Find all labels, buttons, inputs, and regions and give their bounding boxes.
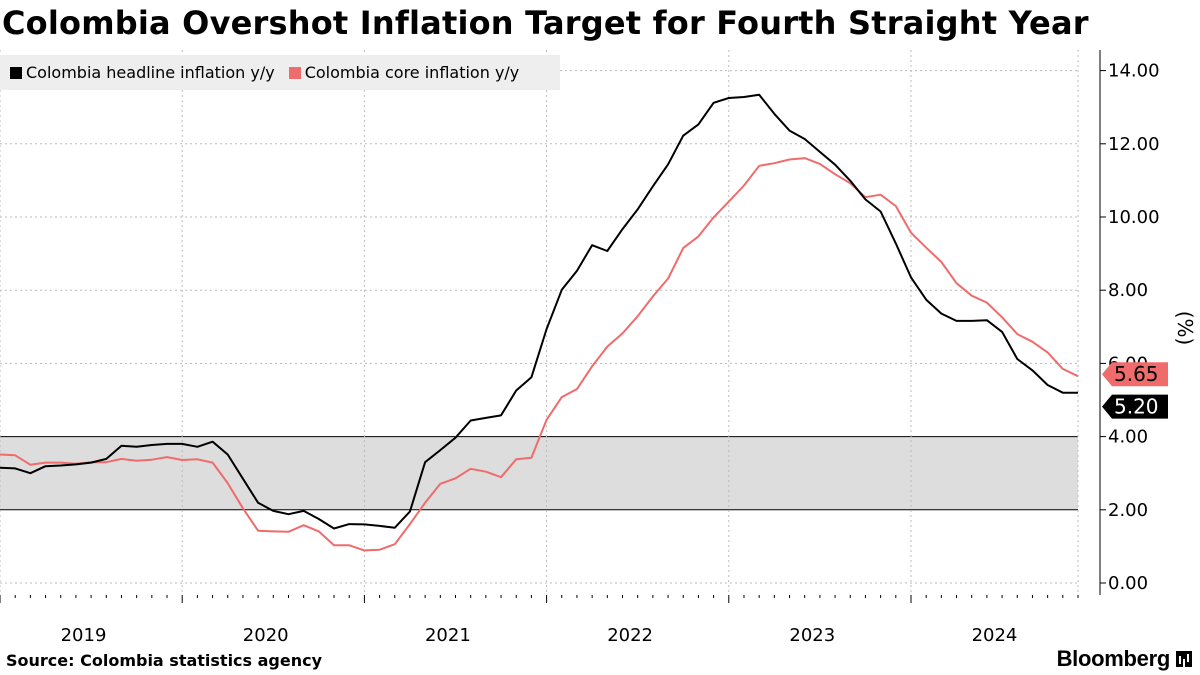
series-line-headline — [0, 93, 1078, 530]
y-tick-label-1: 2.00 — [1108, 500, 1148, 521]
y-tick-label-6: 12.00 — [1108, 134, 1160, 155]
legend-swatch-headline — [10, 66, 22, 79]
last-value-core-bg — [1102, 362, 1168, 387]
bloomberg-logo: Bloomberg — [1057, 646, 1192, 672]
y-tick-label-7: 14.00 — [1108, 61, 1160, 82]
grid-layer — [0, 50, 1079, 595]
last-value-headline: 5.20 — [1114, 395, 1159, 419]
series-line-core — [0, 157, 1079, 552]
x-tick-label-2019: 2019 — [61, 625, 107, 646]
legend-item-core[interactable]: Colombia core inflation y/y — [288, 63, 520, 82]
legend-swatch-core — [288, 66, 301, 79]
y-tick-label-5: 10.00 — [1108, 207, 1160, 228]
x-tick-label-2023: 2023 — [789, 625, 835, 646]
brand-text: Bloomberg — [1056, 646, 1171, 671]
legend-label-headline: Colombia headline inflation y/y — [26, 63, 275, 82]
legend-label-core: Colombia core inflation y/y — [304, 63, 520, 82]
x-tick-label-2022: 2022 — [607, 625, 653, 646]
last-value-headline-bg — [1102, 394, 1168, 419]
bloomberg-mark-icon — [1176, 651, 1192, 667]
label-layer: 5.65 5.20 — [1102, 362, 1168, 419]
y-tick-label-0: 0.00 — [1108, 573, 1148, 594]
x-tick-label-2020: 2020 — [243, 625, 289, 646]
axis-layer: 0.002.004.006.008.0010.0012.0014.00(%)20… — [0, 50, 1197, 646]
legend-item-headline[interactable]: Colombia headline inflation y/y — [10, 63, 275, 82]
chart-title: Colombia Overshot Inflation Target for F… — [2, 4, 1089, 42]
series-layer — [0, 93, 1079, 552]
target-band — [0, 436, 1078, 510]
legend: Colombia headline inflation y/y Colombia… — [0, 55, 560, 90]
source-note: Source: Colombia statistics agency — [6, 651, 323, 670]
y-tick-label-4: 8.00 — [1108, 280, 1148, 301]
last-value-core: 5.65 — [1114, 362, 1159, 386]
target-band-layer — [0, 436, 1078, 511]
y-tick-label-2: 4.00 — [1108, 427, 1148, 448]
x-tick-label-2021: 2021 — [425, 625, 471, 646]
y-axis-label: (%) — [1173, 311, 1197, 346]
x-tick-label-2024: 2024 — [972, 625, 1018, 646]
